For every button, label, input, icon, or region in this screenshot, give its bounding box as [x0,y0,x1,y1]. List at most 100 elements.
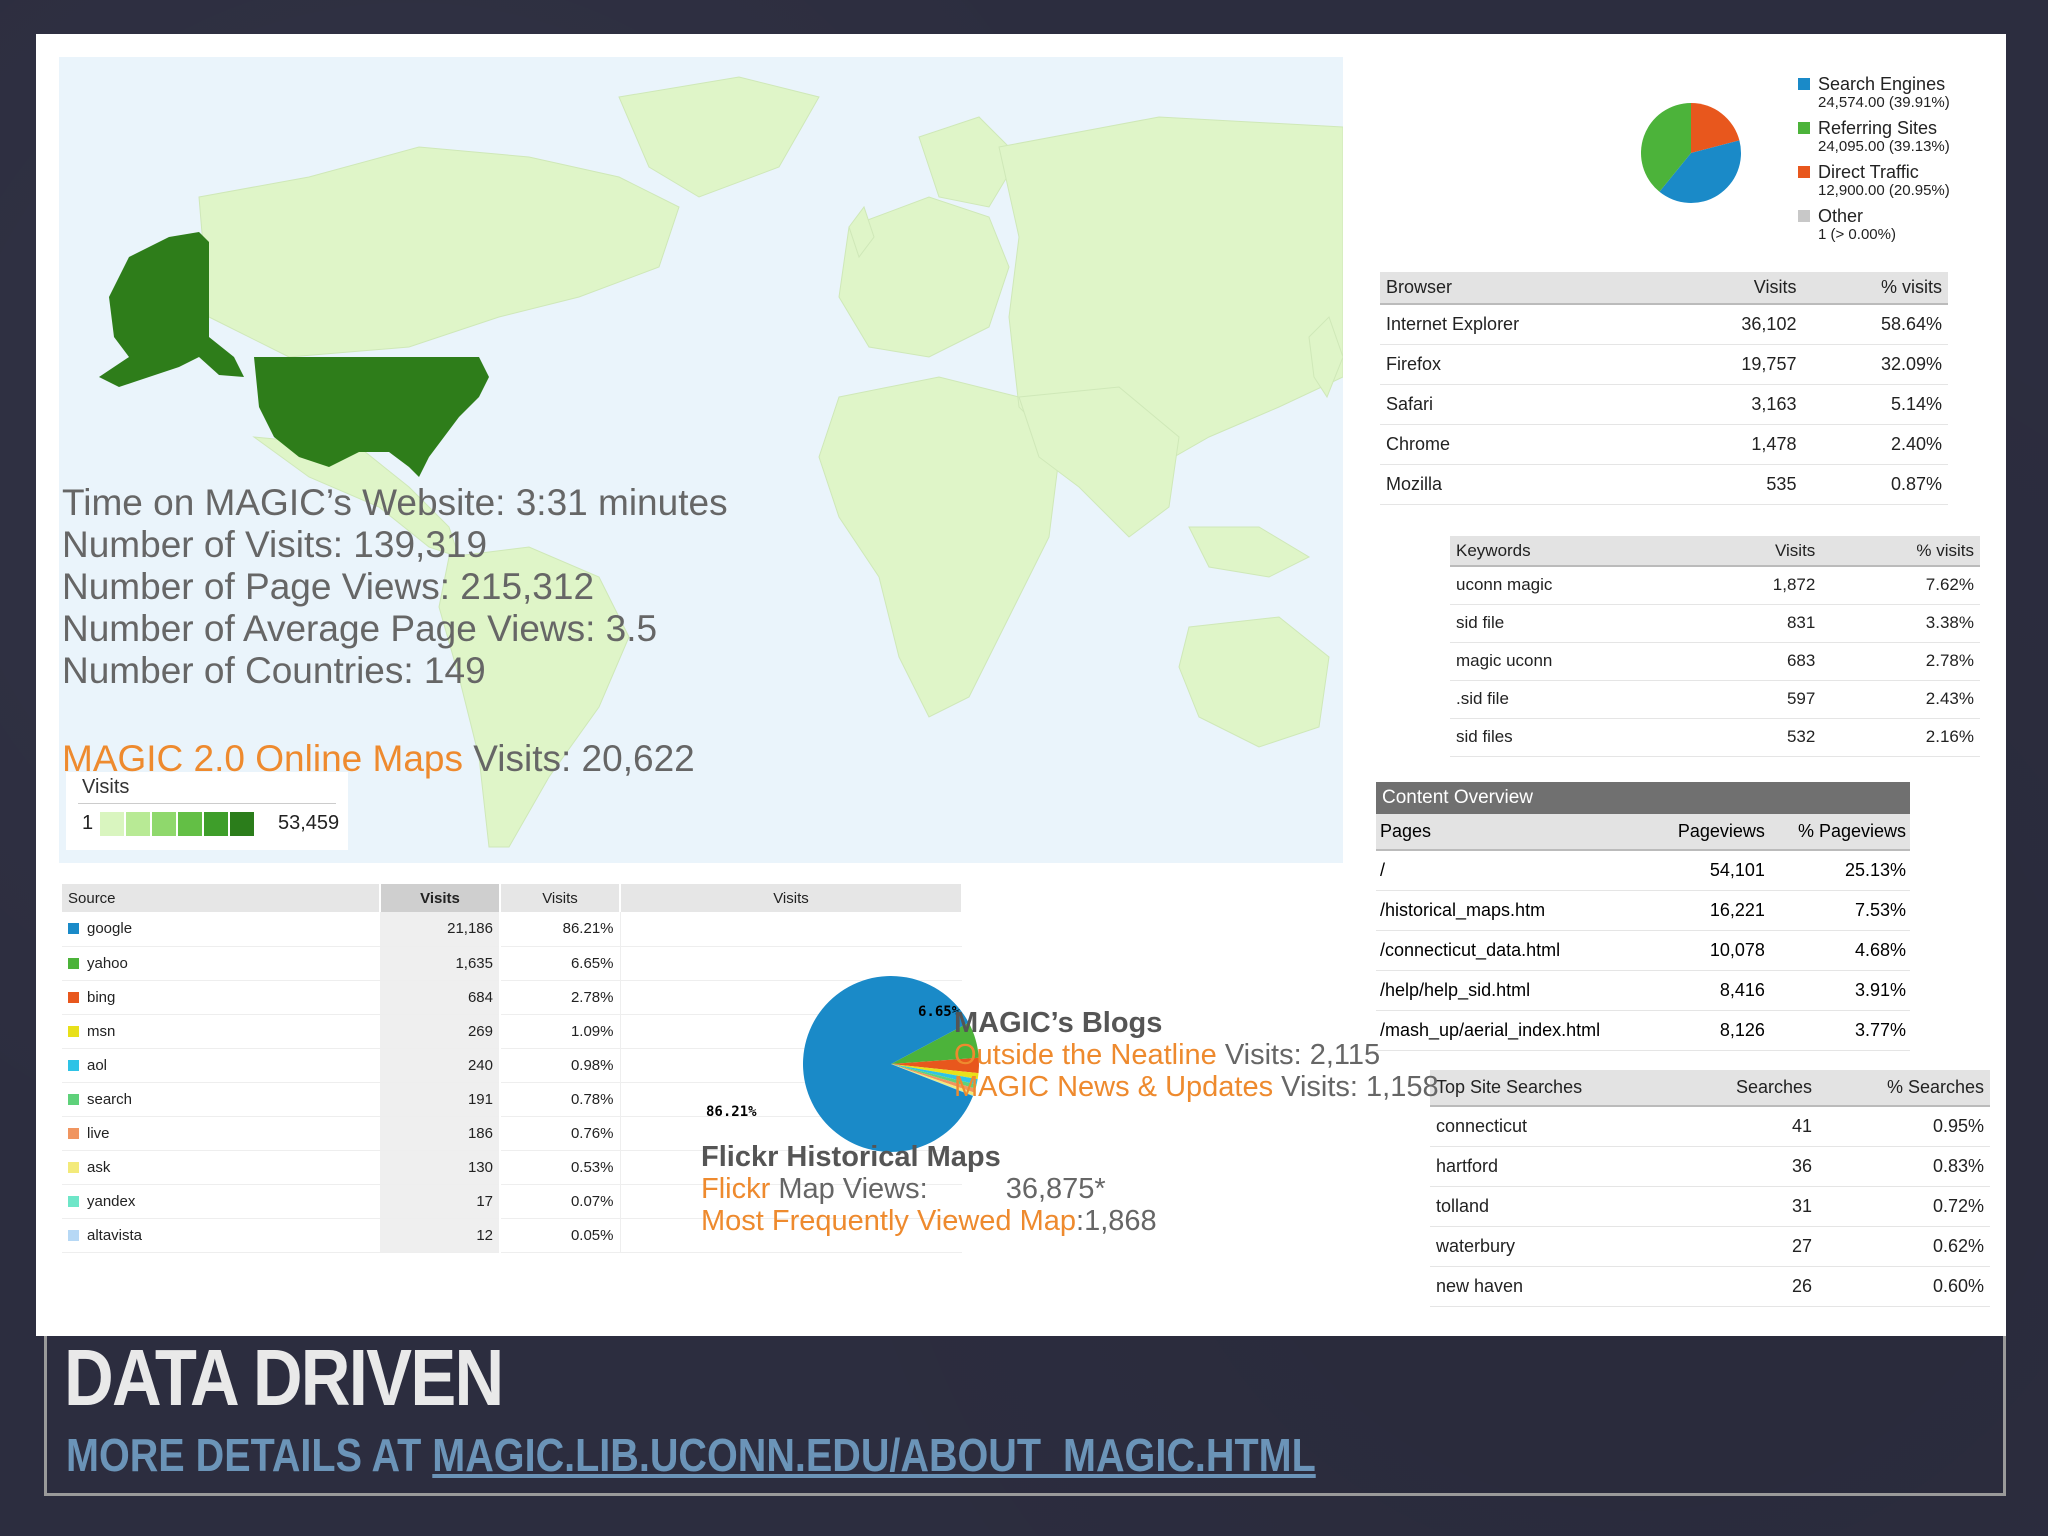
traffic-sources-legend: Search Engines 24,574.00 (39.91%) Referr… [1798,74,1950,250]
table-row: /mash_up/aerial_index.html 8,126 3.77% [1376,1010,1910,1051]
table-cell: 0.60% [1818,1266,1990,1307]
stat-pageviews: Number of Page Views: 215,312 [62,566,595,607]
legend-swatch [178,812,202,836]
slice-direct-traffic [1691,103,1740,153]
alaska-region [99,232,244,387]
table-cell: 12 [380,1218,500,1253]
table-row: Mozilla 535 0.87% [1380,464,1948,505]
column-header: Browser [1380,272,1669,305]
legend-name: Direct Traffic [1818,162,1919,182]
table-cell: 36 [1679,1146,1819,1187]
table-cell: waterbury [1430,1226,1680,1267]
table-cell: 683 [1697,642,1822,681]
slide-panel: Time on MAGIC’s Website: 3:31 minutes Nu… [36,34,2006,1336]
legend-swatch [126,812,150,836]
source-pie: 86.21% 6.65% [706,975,979,1152]
table-row: tolland 31 0.72% [1430,1186,1990,1227]
table-cell: 0.83% [1818,1146,1990,1187]
flickr-views-value: 36,875* [1005,1173,1106,1205]
table-cell: 27 [1679,1226,1819,1267]
table-cell: 26 [1679,1266,1819,1307]
slice-ask [891,1064,975,1096]
traffic-sources-pie [1641,103,1741,203]
series-swatch [68,1127,79,1139]
legend-name: Other [1818,206,1864,226]
table-cell: magic uconn [1450,642,1698,681]
slice-google [803,975,973,1152]
series-swatch [68,1093,79,1105]
table-cell: 831 [1697,604,1822,643]
table-header-row: Browser Visits % visits [1380,272,1948,305]
table-cell: Firefox [1380,344,1669,385]
table-cell: 186 [380,1116,500,1151]
stat-visits: Number of Visits: 139,319 [62,524,488,565]
details-link[interactable]: MAGIC.LIB.UCONN.EDU/ABOUT_MAGIC.HTML [432,1429,1316,1481]
table-row: Internet Explorer 36,102 58.64% [1380,304,1948,345]
table-cell: ask [62,1150,380,1185]
table-row: magic uconn 683 2.78% [1450,642,1980,681]
table-cell: Chrome [1380,424,1669,465]
slice-search [891,1064,977,1089]
blog-name: MAGIC News & Updates [954,1071,1274,1103]
column-header: Searches [1679,1070,1819,1107]
table-header-row: Keywords Visits % visits [1450,536,1980,567]
flickr-most-viewed-value: :1,868 [1076,1205,1157,1237]
slide-title: DATA DRIVEN [64,1333,504,1422]
source-name: altavista [87,1226,143,1244]
legend-item-other: Other 1 (> 0.00%) [1798,206,1950,244]
table-cell: Mozilla [1380,464,1669,505]
table-cell: 532 [1697,718,1822,757]
source-name: live [87,1124,110,1142]
table-cell: google [62,912,380,947]
table-cell: 1,635 [380,946,500,981]
table-row: yahoo 1,635 6.65% [62,946,962,981]
legend-item-referring-sites: Referring Sites 24,095.00 (39.13%) [1798,118,1950,156]
source-name: google [87,920,133,938]
table-cell: 0.98% [499,1048,621,1083]
table-row: google 21,186 86.21% [62,912,962,947]
table-cell [620,946,962,981]
column-header: Visits [380,884,501,912]
series-swatch [68,1229,79,1241]
table-cell: yandex [62,1184,380,1219]
legend-value: 24,574.00 (39.91%) [1818,94,1950,111]
usa-region [254,357,489,477]
legend-swatch [204,812,228,836]
table-cell [620,1218,962,1253]
series-swatch [68,957,79,969]
table-cell: aol [62,1048,380,1083]
table-cell: 19,757 [1668,344,1803,385]
column-header: Pageviews [1653,814,1769,851]
map-legend-max: 53,459 [278,812,340,834]
table-cell: 8,416 [1653,970,1769,1011]
table-cell: tolland [1430,1186,1680,1227]
table-cell: 86.21% [499,912,621,947]
table-cell: 0.87% [1802,464,1948,505]
table-row: altavista 12 0.05% [62,1218,962,1253]
slice-aol [891,1064,978,1085]
stat-avg-pageviews: Number of Average Page Views: 3.5 [62,608,658,649]
stat-time: Time on MAGIC’s Website: 3:31 minutes [62,482,728,523]
table-cell: 3.77% [1768,1010,1910,1051]
table-cell: uconn magic [1450,566,1698,605]
source-name: aol [87,1056,108,1074]
table-row: uconn magic 1,872 7.62% [1450,566,1980,605]
table-cell [620,1184,962,1219]
column-header: Visits [620,884,963,912]
slice-live [891,1064,976,1093]
table-cell: hartford [1430,1146,1680,1187]
blogs-heading: MAGIC’s Blogs [954,1007,1163,1039]
online-maps-visit-count: Visits: 20,622 [462,738,695,779]
map-legend-min: 1 [82,812,94,834]
column-header: % Pageviews [1768,814,1910,851]
pie-label-major: 86.21% [706,1104,757,1120]
site-stats: Time on MAGIC’s Website: 3:31 minutes Nu… [62,482,728,692]
content-overview-table: Pages Pageviews % Pageviews /54,101 25.13… [1376,814,1910,1051]
flickr-label: Map Views: [770,1173,928,1205]
table-row: Firefox 19,757 32.09% [1380,344,1948,385]
table-row: /historical_maps.htm 16,221 7.53% [1376,890,1910,931]
table-cell: 0.95% [1818,1106,1990,1147]
table-cell: 0.07% [499,1184,621,1219]
series-swatch [68,1059,79,1071]
legend-name: Search Engines [1818,74,1946,94]
